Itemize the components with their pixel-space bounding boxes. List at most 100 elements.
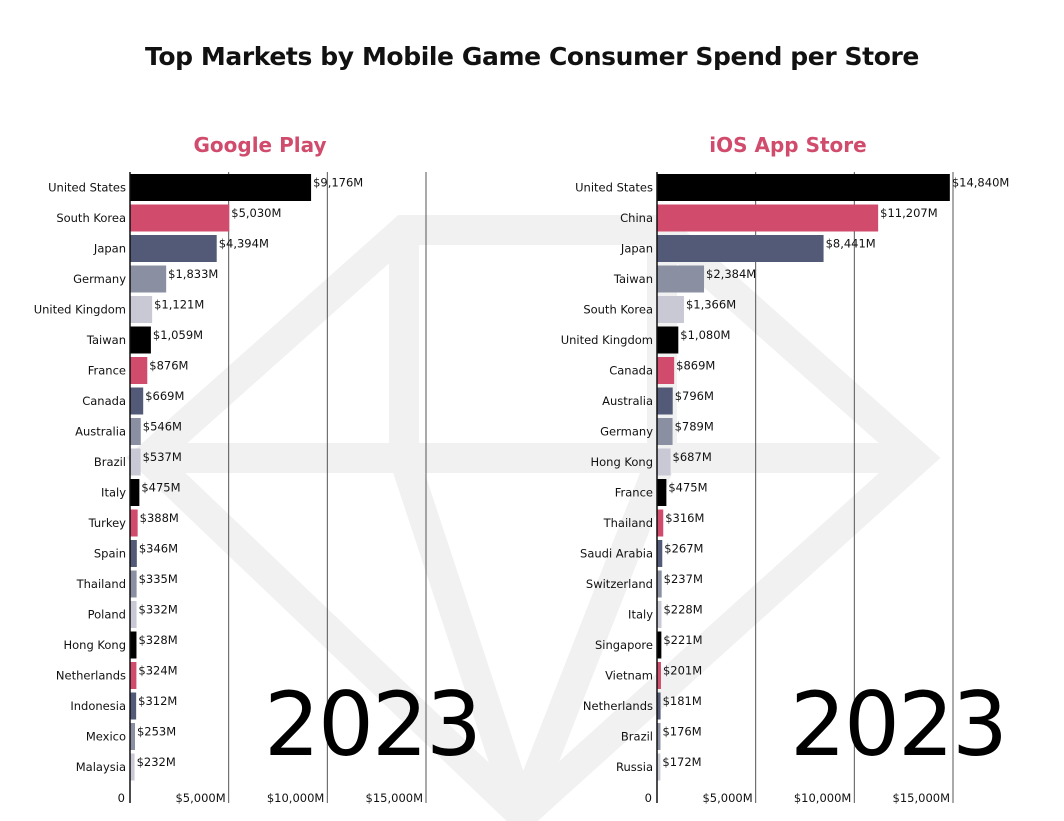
value-label: $232M	[137, 755, 176, 769]
value-label: $4,394M	[219, 237, 269, 251]
bar	[657, 509, 664, 537]
value-label: $876M	[149, 359, 188, 373]
category-label: United Kingdom	[561, 333, 653, 347]
value-label: $335M	[139, 572, 178, 586]
value-label: $2,384M	[706, 267, 756, 281]
bar	[657, 326, 679, 354]
x-tick-label: $15,000M	[366, 791, 423, 805]
category-label: Singapore	[595, 638, 653, 652]
category-label: Italy	[628, 608, 653, 622]
value-label: $228M	[663, 603, 702, 617]
category-label: Turkey	[88, 516, 127, 530]
bar	[130, 570, 137, 598]
category-label: France	[88, 364, 126, 378]
value-label: $388M	[140, 511, 179, 525]
value-label: $328M	[138, 633, 177, 647]
bar	[130, 631, 137, 659]
value-label: $475M	[668, 481, 707, 495]
year-label: 2023	[264, 673, 480, 776]
category-label: Thailand	[603, 516, 653, 530]
chart-title: Top Markets by Mobile Game Consumer Spen…	[145, 42, 919, 71]
category-label: Netherlands	[56, 669, 126, 683]
x-tick-label: $5,000M	[702, 791, 752, 805]
value-label: $14,840M	[952, 176, 1009, 190]
value-label: $172M	[662, 755, 701, 769]
category-label: China	[620, 211, 653, 225]
bar	[130, 509, 138, 537]
value-label: $9,176M	[313, 176, 363, 190]
bar	[657, 662, 661, 689]
value-label: $332M	[139, 603, 178, 617]
value-label: $546M	[143, 420, 182, 434]
category-label: Malaysia	[76, 760, 126, 774]
category-label: Spain	[94, 547, 126, 561]
bar	[657, 296, 684, 323]
bar	[130, 357, 148, 384]
value-label: $475M	[141, 481, 180, 495]
bar	[130, 662, 137, 689]
value-label: $687M	[673, 450, 712, 464]
category-label: South Korea	[583, 303, 653, 317]
bar	[657, 601, 662, 628]
bar	[657, 204, 879, 232]
bar	[657, 387, 673, 415]
category-label: Japan	[93, 242, 126, 256]
x-tick-label: 0	[645, 791, 652, 805]
value-label: $537M	[143, 450, 182, 464]
value-label: $1,833M	[168, 267, 218, 281]
bar	[657, 357, 675, 384]
bar	[657, 174, 950, 201]
bar	[130, 723, 135, 750]
bar	[657, 723, 661, 750]
value-label: $221M	[663, 633, 702, 647]
bar	[657, 418, 673, 445]
category-label: Australia	[75, 425, 126, 439]
value-label: $267M	[664, 542, 703, 556]
bar	[130, 601, 137, 628]
bar	[657, 753, 661, 781]
category-label: Vietnam	[605, 669, 653, 683]
value-label: $8,441M	[826, 237, 876, 251]
bar	[130, 296, 153, 323]
category-label: Canada	[82, 394, 126, 408]
bar	[130, 753, 135, 781]
value-label: $669M	[145, 389, 184, 403]
category-label: Netherlands	[583, 699, 653, 713]
category-label: United Kingdom	[34, 303, 126, 317]
value-label: $869M	[676, 359, 715, 373]
x-tick-label: $10,000M	[794, 791, 851, 805]
x-tick-label: $15,000M	[893, 791, 950, 805]
category-label: Poland	[88, 608, 126, 622]
category-label: South Korea	[56, 211, 126, 225]
category-label: Australia	[602, 394, 653, 408]
bar	[130, 387, 144, 415]
category-label: Brazil	[94, 455, 126, 469]
category-label: Saudi Arabia	[580, 547, 653, 561]
panel-title: Google Play	[193, 133, 326, 157]
value-label: $312M	[138, 694, 177, 708]
category-label: Russia	[616, 760, 653, 774]
value-label: $201M	[663, 664, 702, 678]
bar	[130, 265, 167, 293]
bar	[657, 540, 663, 567]
category-label: Hong Kong	[63, 638, 126, 652]
value-label: $796M	[675, 389, 714, 403]
bar	[130, 235, 217, 262]
bar	[130, 479, 140, 506]
category-label: Italy	[101, 486, 126, 500]
value-label: $1,121M	[154, 298, 204, 312]
value-label: $1,059M	[153, 328, 203, 342]
category-label: Hong Kong	[590, 455, 653, 469]
category-label: Brazil	[621, 730, 653, 744]
category-label: Indonesia	[70, 699, 126, 713]
bar	[657, 479, 667, 506]
value-label: $5,030M	[231, 206, 281, 220]
category-label: Japan	[620, 242, 653, 256]
value-label: $1,366M	[686, 298, 736, 312]
category-label: France	[615, 486, 653, 500]
category-label: Switzerland	[586, 577, 653, 591]
category-label: Germany	[600, 425, 653, 439]
bar	[130, 540, 137, 567]
category-label: United States	[575, 181, 653, 195]
